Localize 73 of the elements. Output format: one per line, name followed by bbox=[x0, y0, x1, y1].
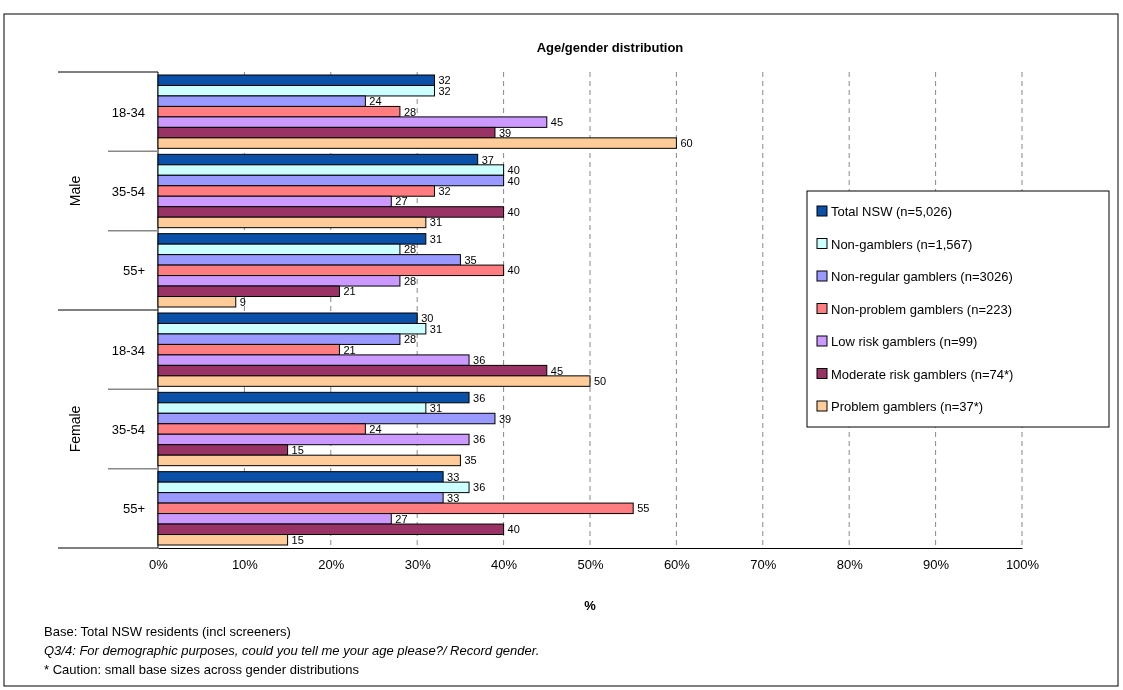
data-label: 32 bbox=[438, 185, 451, 197]
data-label: 33 bbox=[447, 491, 460, 504]
data-label: 60 bbox=[680, 137, 693, 150]
data-label: 37 bbox=[481, 153, 494, 166]
data-label: 32 bbox=[438, 74, 451, 87]
data-label: 24 bbox=[369, 95, 382, 108]
data-label: 31 bbox=[429, 322, 443, 335]
data-label: 45 bbox=[550, 116, 564, 129]
data-label: 55 bbox=[637, 502, 650, 515]
data-label: 40 bbox=[507, 174, 520, 187]
data-label: 36 bbox=[473, 391, 486, 404]
x-tick-label: 100% bbox=[1005, 557, 1040, 573]
legend-label: Non-gamblers (n=1,567) bbox=[831, 236, 973, 252]
x-tick-label: 50% bbox=[577, 557, 604, 573]
data-label: 30 bbox=[421, 312, 434, 325]
chart-title: Age/gender distribution bbox=[536, 40, 684, 55]
x-tick-label: 70% bbox=[750, 557, 777, 573]
data-label: 40 bbox=[507, 523, 520, 536]
y-tick-label: 35-54 bbox=[111, 422, 145, 437]
data-label: 9 bbox=[239, 295, 246, 308]
x-axis-title: % bbox=[584, 598, 597, 613]
legend-label: Total NSW (n=5,026) bbox=[831, 204, 953, 219]
legend-label: Non-problem gamblers (n=223) bbox=[831, 301, 1013, 317]
data-label: 27 bbox=[395, 195, 408, 208]
data-label: 39 bbox=[498, 412, 512, 425]
data-label: 40 bbox=[507, 205, 520, 218]
x-tick-label: 80% bbox=[836, 557, 864, 573]
data-label: 24 bbox=[369, 423, 382, 435]
y-tick-label: 55+ bbox=[122, 501, 145, 517]
data-label: 27 bbox=[395, 512, 408, 525]
x-tick-label: 90% bbox=[923, 557, 950, 573]
legend-label: Moderate risk gamblers (n=74*) bbox=[831, 366, 1014, 382]
y-tick-label: 55+ bbox=[122, 263, 145, 279]
data-label: 31 bbox=[429, 402, 443, 415]
legend-label: Problem gamblers (n=37*) bbox=[831, 399, 984, 414]
y-tick-label: 18-34 bbox=[111, 342, 145, 358]
y-tick-label: 35-54 bbox=[111, 184, 145, 199]
data-label: 21 bbox=[343, 285, 356, 298]
data-label: 28 bbox=[403, 274, 417, 287]
text: Base: Total NSW residents (incl screeners) bbox=[44, 624, 291, 639]
text: Male bbox=[67, 175, 83, 207]
text: Q3/4: For demographic purposes, could you tell me your age please?/ Record gender. bbox=[44, 643, 540, 658]
data-label: 31 bbox=[429, 216, 443, 229]
legend-label: Non-regular gamblers (n=3026) bbox=[831, 269, 1013, 284]
data-label: 36 bbox=[473, 433, 486, 446]
data-label: 28 bbox=[403, 105, 417, 118]
data-label: 40 bbox=[507, 264, 520, 277]
data-label: 33 bbox=[447, 470, 460, 483]
data-label: 28 bbox=[403, 333, 417, 346]
x-tick-label: 20% bbox=[318, 557, 345, 573]
text: Female bbox=[67, 405, 83, 453]
data-label: 15 bbox=[291, 533, 304, 546]
data-label: 45 bbox=[550, 364, 564, 377]
data-label: 28 bbox=[403, 243, 417, 256]
data-label: 32 bbox=[438, 84, 451, 97]
data-label: 40 bbox=[507, 164, 520, 177]
y-tick-label: 18-34 bbox=[111, 104, 145, 120]
x-tick-label: 60% bbox=[663, 557, 691, 573]
x-tick-label: 0% bbox=[149, 557, 169, 573]
legend-label: Low risk gamblers (n=99) bbox=[831, 334, 978, 349]
data-label: 36 bbox=[473, 481, 486, 494]
data-label: 21 bbox=[343, 343, 356, 356]
data-label: 31 bbox=[429, 232, 443, 245]
x-tick-label: 10% bbox=[231, 557, 259, 573]
data-label: 50 bbox=[594, 375, 607, 388]
data-label: 36 bbox=[473, 354, 486, 367]
text: * Caution: small base sizes across gender distributions bbox=[44, 662, 360, 677]
data-label: 35 bbox=[464, 454, 477, 467]
x-tick-label: 30% bbox=[404, 557, 432, 573]
data-label: 35 bbox=[464, 253, 477, 266]
data-label: 39 bbox=[498, 126, 512, 139]
x-tick-label: 40% bbox=[491, 557, 518, 573]
data-label: 15 bbox=[291, 443, 304, 456]
